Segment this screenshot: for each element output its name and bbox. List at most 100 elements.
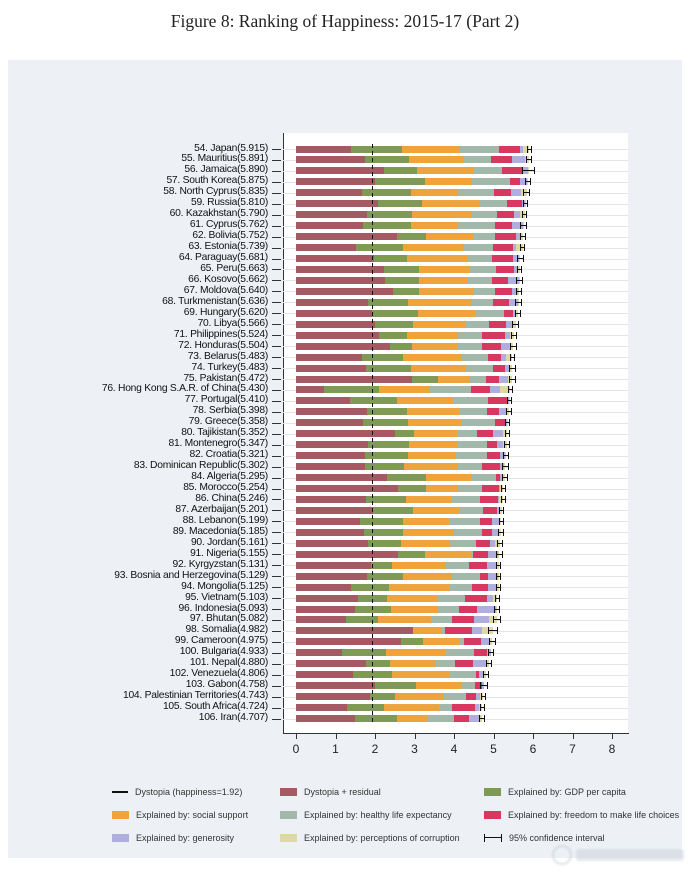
country-row: 83. Dominican Republic(5.302) [8,460,628,472]
segment-healthy-life-expectancy [472,178,511,186]
segment-social-support [408,156,464,164]
segment-generosity [491,528,499,536]
bar-zone [283,604,628,615]
bar-zone [283,691,628,702]
stacked-bar [296,255,521,263]
country-row: 76. Hong Kong S.A.R. of China(5.430) [8,384,628,395]
y-tick [268,505,283,516]
bar-zone [283,198,628,209]
country-rows: 54. Japan(5.915) 55. Mauritius(5.891) 56. … [8,143,628,725]
segment-dystopia-residual [296,309,373,317]
stacked-bar [296,167,529,175]
segment-generosity [498,496,500,503]
segment-generosity [512,244,517,252]
stacked-bar [296,189,527,197]
country-label: 95. Vietnam(5.103) [185,591,268,603]
country-label: 97. Bhutan(5.082) [189,613,268,625]
segment-generosity [499,474,503,482]
segment-social-support [413,506,460,514]
y-tick [268,220,283,231]
segment-healthy-life-expectancy [456,342,482,350]
x-tick [454,733,455,739]
country-label: 100. Bulgaria(4.933) [179,646,269,658]
y-tick [268,571,283,582]
bar-zone [283,614,628,625]
color-swatch-icon [112,810,129,819]
segment-social-support [413,320,465,328]
segment-healthy-life-expectancy [465,364,494,372]
country-row: 72. Honduras(5.504) [8,340,628,352]
segment-generosity [478,671,484,679]
segment-freedom [487,441,498,449]
segment-healthy-life-expectancy [466,255,493,263]
segment-gdp [374,320,414,328]
segment-freedom [458,605,478,613]
country-label: 75. Pakistan(5.472) [183,372,268,384]
country-row: 74. Turkey(5.483) [8,362,628,374]
segment-gdp [383,167,417,175]
segment-healthy-life-expectancy [450,496,481,503]
country-label: 99. Cameroon(4.975) [174,635,268,647]
country-row: 101. Nepal(4.880) [8,657,628,669]
segment-social-support [411,222,459,230]
segment-gdp [346,616,378,624]
segment-gdp [364,452,409,460]
y-tick [268,395,283,406]
segment-healthy-life-expectancy [461,353,489,361]
bar-zone [283,209,628,220]
error-bar-swatch-icon [484,833,502,842]
confidence-interval [478,715,486,723]
x-tick-label: 2 [371,742,379,756]
segment-dystopia-residual [296,572,368,580]
x-tick-label: 6 [529,742,537,756]
country-label: 91. Nigeria(5.155) [190,547,268,559]
segment-freedom [481,331,505,339]
segment-freedom [451,616,475,624]
segment-healthy-life-expectancy [471,474,496,482]
country-row: 91. Nigeria(5.155) [8,547,628,560]
segment-freedom [470,386,490,394]
segment-freedom [493,364,505,372]
stacked-bar [296,539,500,547]
country-row: 98. Somalia(4.982) [8,624,628,636]
segment-dystopia-residual [296,441,369,449]
legend-item: 95% confidence interval [484,826,678,849]
segment-gdp [374,178,425,186]
segment-generosity [504,364,510,372]
bar-zone [283,395,628,406]
segment-social-support [406,255,467,263]
stacked-bar [296,638,493,646]
segment-freedom [482,506,498,514]
segment-generosity [499,463,505,471]
y-tick [268,483,283,494]
segment-freedom [489,320,507,328]
segment-freedom [510,178,520,186]
confidence-interval [516,276,523,284]
segment-freedom [495,287,513,295]
segment-social-support [425,474,472,482]
y-tick [268,625,283,636]
segment-healthy-life-expectancy [427,715,454,723]
y-tick [268,264,283,275]
segment-generosity [521,200,525,208]
stacked-bar [296,320,516,328]
stacked-bar [296,244,523,252]
stacked-bar [296,627,493,635]
segment-dystopia-residual [296,638,401,646]
segment-social-support [389,660,435,668]
segment-dystopia-residual [296,474,387,482]
segment-generosity [520,145,524,153]
segment-social-support [396,715,428,723]
country-label: 90. Jordan(5.161) [190,536,268,548]
stacked-bar [296,364,513,372]
segment-generosity [487,594,494,602]
legend-item: Dystopia (happiness=1.92) [112,780,280,803]
bar-zone [283,165,628,176]
confidence-interval [479,704,486,712]
segment-generosity [497,441,504,449]
segment-healthy-life-expectancy [438,605,459,613]
y-tick [268,176,283,187]
segment-dystopia-residual [296,320,375,328]
stacked-bar [296,528,501,536]
country-row: 65. Peru(5.663) [8,263,628,275]
